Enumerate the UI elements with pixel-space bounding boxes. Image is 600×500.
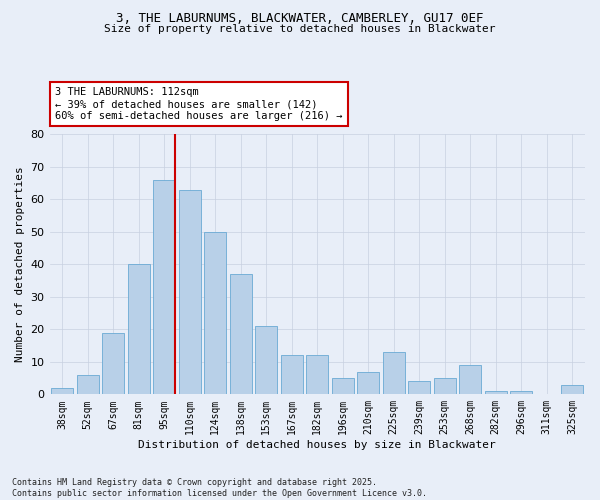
X-axis label: Distribution of detached houses by size in Blackwater: Distribution of detached houses by size … <box>139 440 496 450</box>
Bar <box>383 352 404 395</box>
Bar <box>485 391 506 394</box>
Bar <box>77 375 98 394</box>
Y-axis label: Number of detached properties: Number of detached properties <box>15 166 25 362</box>
Bar <box>409 382 430 394</box>
Bar <box>358 372 379 394</box>
Text: Contains HM Land Registry data © Crown copyright and database right 2025.
Contai: Contains HM Land Registry data © Crown c… <box>12 478 427 498</box>
Bar <box>205 232 226 394</box>
Bar <box>256 326 277 394</box>
Text: 3 THE LABURNUMS: 112sqm
← 39% of detached houses are smaller (142)
60% of semi-d: 3 THE LABURNUMS: 112sqm ← 39% of detache… <box>55 88 343 120</box>
Bar <box>281 356 302 395</box>
Bar <box>52 388 73 394</box>
Bar <box>154 180 175 394</box>
Text: 3, THE LABURNUMS, BLACKWATER, CAMBERLEY, GU17 0EF: 3, THE LABURNUMS, BLACKWATER, CAMBERLEY,… <box>116 12 484 26</box>
Bar <box>230 274 251 394</box>
Bar <box>511 391 532 394</box>
Text: Size of property relative to detached houses in Blackwater: Size of property relative to detached ho… <box>104 24 496 34</box>
Bar <box>434 378 455 394</box>
Bar <box>103 332 124 394</box>
Bar <box>562 384 583 394</box>
Bar <box>332 378 353 394</box>
Bar <box>460 365 481 394</box>
Bar <box>307 356 328 395</box>
Bar <box>128 264 149 394</box>
Bar <box>179 190 200 394</box>
